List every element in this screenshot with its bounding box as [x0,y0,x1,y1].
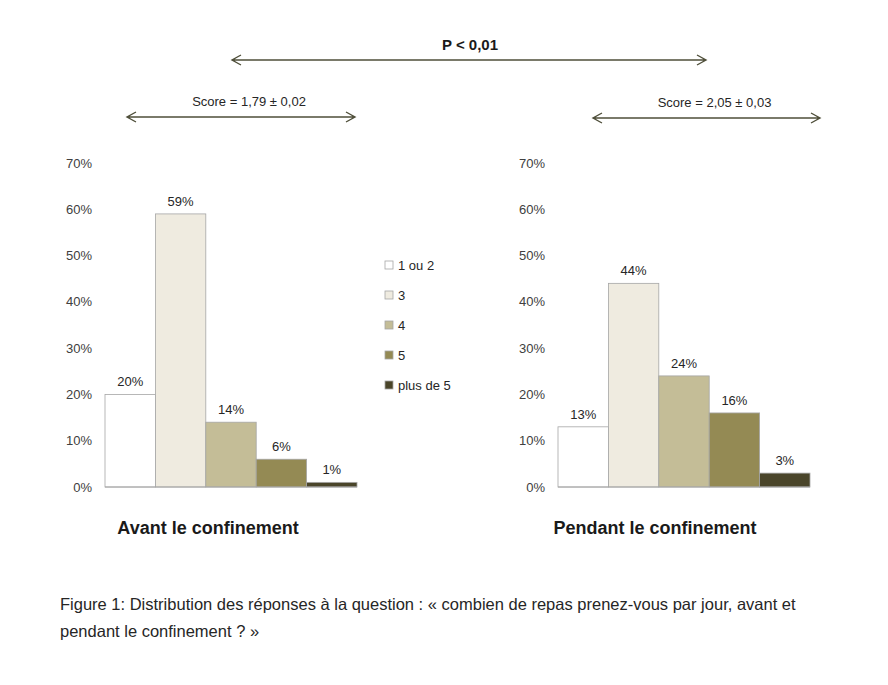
caption: Figure 1: Distribution des réponses à la… [60,591,830,645]
comparison-arrow [232,55,706,65]
score-arrow [593,113,820,123]
data-label: 59% [168,194,194,209]
panel: 0% 10% 20% 30% 40% 50% 60% 70% 1 ou 2345plus de … [519,156,810,495]
data-labels: 13% 44% 24% 16% 3% [570,263,794,468]
data-label: 13% [570,407,596,422]
chart-title: Avant le confinement [117,518,298,538]
data-label: 24% [671,356,697,371]
legend-label: 3 [398,288,405,303]
bar: 5 [256,459,306,487]
tick-label: 40% [66,294,92,309]
tick-label: 0% [526,480,545,495]
annotation: Score = 1,79 ± 0,02 [192,94,306,109]
tick-label: 70% [66,156,92,171]
data-label: 1% [322,462,341,477]
bar: plus de 5 [307,482,357,487]
data-label: 16% [721,393,747,408]
tick-label: 60% [66,202,92,217]
data-label: 6% [272,439,291,454]
tick-label: 70% [519,156,545,171]
legend-label: plus de 5 [398,378,451,393]
tick-label: 10% [66,433,92,448]
legend-swatch [385,381,393,389]
score-arrow [127,112,355,122]
tick-label: 60% [519,202,545,217]
comparison-label: P < 0,01 [442,36,498,53]
legend-label: 5 [398,348,405,363]
tick-label: 50% [519,248,545,263]
bar: 3 [155,214,205,487]
bars: 1 ou 2345plus de 5 [558,283,810,487]
data-label: 3% [775,453,794,468]
bar: 5 [709,413,759,487]
tick-label: 30% [66,341,92,356]
figure: 0%10%20%30%40%50%60%70%1 ou 2345plus de … [0,0,888,685]
bar: 1 ou 2 [558,427,608,487]
panel: 0% 10% 20% 30% 40% 50% 60% 70% 1 ou 2345plus de … [66,156,357,495]
legend-label: 1 ou 2 [398,258,434,273]
data-label: 44% [621,263,647,278]
data-label: 20% [117,374,143,389]
tick-label: 10% [519,433,545,448]
tick-label: 0% [73,480,92,495]
tick-label: 40% [519,294,545,309]
axis-line [558,487,810,488]
tick-label: 50% [66,248,92,263]
bar: plus de 5 [760,473,810,487]
tick-label: 20% [519,387,545,402]
legend-label: 4 [398,318,405,333]
tick-label: 30% [519,341,545,356]
bar: 1 ou 2 [105,394,155,487]
legend-swatch [385,351,393,359]
bar: 4 [206,422,256,487]
axis-line [105,487,357,488]
data-labels: 20% 59% 14% 6% 1% [117,194,341,477]
legend-swatch [385,291,393,299]
tick-label: 20% [66,387,92,402]
legend-swatch [385,321,393,329]
data-label: 14% [218,402,244,417]
bars: 1 ou 2345plus de 5 [105,214,357,487]
bar: 4 [659,376,709,487]
chart-title: Pendant le confinement [553,518,756,538]
legend-swatch [385,261,393,269]
legend: 1 ou 2 3 4 5 plus de 5 [385,258,451,393]
annotation: Score = 2,05 ± 0,03 [658,95,772,110]
bar: 3 [608,283,658,487]
